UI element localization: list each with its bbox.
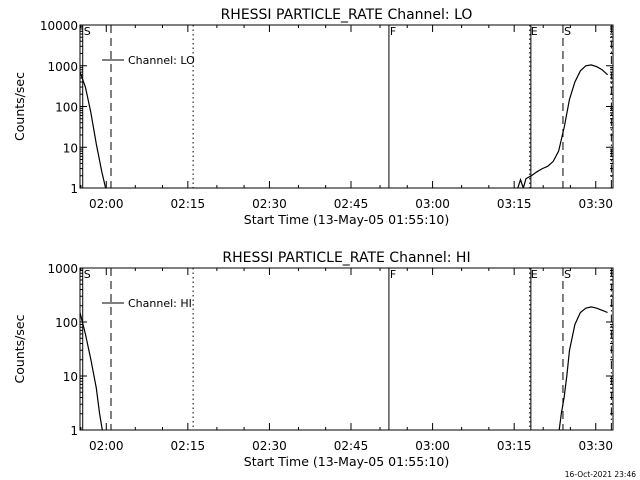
chart-title: RHESSI PARTICLE_RATE Channel: HI xyxy=(222,250,470,266)
event-marker-label: E xyxy=(531,25,538,38)
event-marker-label: E xyxy=(531,268,538,281)
event-marker-label: F xyxy=(390,268,396,281)
chart-title: RHESSI PARTICLE_RATE Channel: LO xyxy=(221,7,473,23)
x-tick-label: 02:45 xyxy=(334,197,369,211)
x-axis-label: Start Time (13-May-05 01:55:10) xyxy=(244,212,449,227)
x-tick-label: 02:00 xyxy=(89,197,124,211)
y-tick-label: 1000 xyxy=(47,262,78,276)
x-axis-label: Start Time (13-May-05 01:55:10) xyxy=(244,454,449,469)
footer-timestamp: 16-Oct-2021 23:46 xyxy=(565,470,636,479)
x-tick-label: 02:15 xyxy=(171,197,206,211)
x-tick-label: 02:30 xyxy=(252,439,287,453)
series-line xyxy=(517,64,609,188)
x-tick-label: 03:30 xyxy=(578,439,613,453)
y-axis-label: Counts/sec xyxy=(12,314,27,383)
y-tick-label: 1 xyxy=(70,424,78,438)
hi-channel-panel: RHESSI PARTICLE_RATE Channel: HI S F E S 02:0… xyxy=(12,250,614,469)
series-line xyxy=(558,306,608,430)
x-tick-label: 02:15 xyxy=(171,439,206,453)
y-axis-label: Counts/sec xyxy=(12,72,27,141)
x-tick-label: 02:45 xyxy=(334,439,369,453)
x-tick-label: 03:00 xyxy=(415,197,450,211)
y-tick-label: 10 xyxy=(63,370,78,384)
x-tick-label: 02:30 xyxy=(252,197,287,211)
y-tick-label: 1000 xyxy=(47,60,78,74)
series-line xyxy=(80,71,107,188)
event-marker-label: F xyxy=(390,25,396,38)
event-marker-label: S xyxy=(84,25,91,38)
lo-channel-panel: RHESSI PARTICLE_RATE Channel: LO S F E S 02:0… xyxy=(12,7,614,227)
legend-label: Channel: HI xyxy=(128,297,192,310)
series-line xyxy=(80,312,103,430)
plot-frame xyxy=(79,267,614,431)
y-tick-label: 10 xyxy=(63,141,78,155)
y-tick-label: 1 xyxy=(70,182,78,196)
event-marker-label: S xyxy=(564,268,571,281)
y-tick-label: 10000 xyxy=(40,19,78,33)
x-tick-label: 03:15 xyxy=(497,197,532,211)
y-tick-label: 100 xyxy=(55,316,78,330)
x-tick-label: 03:00 xyxy=(415,439,450,453)
event-marker-label: S xyxy=(84,268,91,281)
x-tick-label: 03:30 xyxy=(578,197,613,211)
y-tick-label: 100 xyxy=(55,101,78,115)
x-tick-label: 02:00 xyxy=(89,439,124,453)
x-tick-label: 03:15 xyxy=(497,439,532,453)
event-marker-label: S xyxy=(564,25,571,38)
legend-label: Channel: LO xyxy=(128,54,195,67)
